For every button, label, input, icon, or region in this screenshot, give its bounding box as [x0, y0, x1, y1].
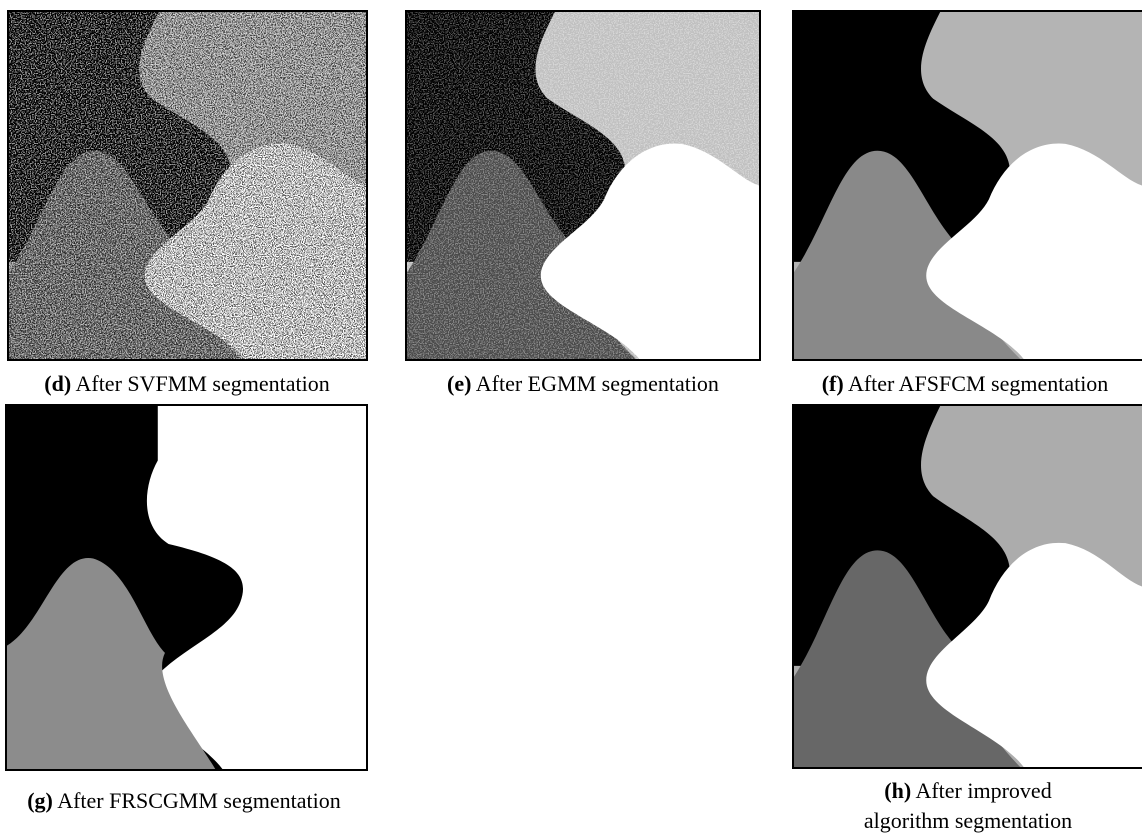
caption: (f) After AFSFCM segmentation — [780, 369, 1142, 399]
panel-tag: (g) — [27, 788, 53, 813]
caption-text: After AFSFCM segmentation — [848, 371, 1108, 396]
segmentation-image — [405, 10, 761, 361]
panel-tag: (h) — [884, 778, 911, 803]
figure: (d) After SVFMM segmentation (e) After E… — [0, 0, 1142, 839]
caption-text: After SVFMM segmentation — [75, 371, 329, 396]
caption: (g) After FRSCGMM segmentation — [0, 786, 368, 816]
caption: (h) After improved algorithm segmentatio… — [840, 776, 1096, 836]
panel-tag: (e) — [447, 371, 471, 396]
segmentation-image — [792, 10, 1142, 361]
caption: (d) After SVFMM segmentation — [0, 369, 374, 399]
segmentation-image — [5, 404, 368, 771]
segmentation-image — [7, 10, 368, 361]
caption-text: After FRSCGMM segmentation — [57, 788, 341, 813]
caption: (e) After EGMM segmentation — [395, 369, 771, 399]
segmentation-image — [792, 404, 1142, 769]
panel-tag: (f) — [822, 371, 844, 396]
panel-tag: (d) — [44, 371, 71, 396]
caption-text: After EGMM segmentation — [476, 371, 719, 396]
